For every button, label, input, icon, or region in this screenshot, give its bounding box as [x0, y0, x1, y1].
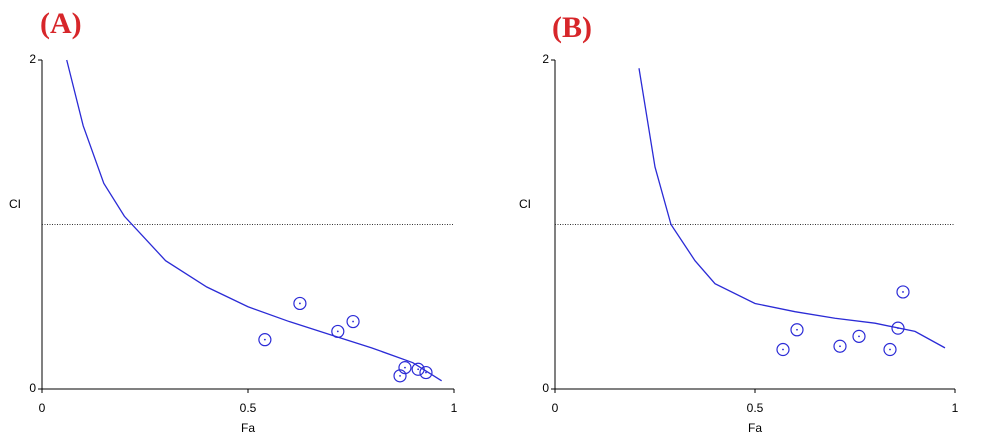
- y-tick-label: 0: [542, 381, 549, 395]
- panel-title: (A): [40, 7, 82, 40]
- data-point: [398, 361, 412, 375]
- point-dot: [352, 320, 354, 323]
- panel-title: (B): [552, 11, 592, 44]
- x-axis-label: Fa: [748, 421, 762, 435]
- data-point: [883, 342, 897, 357]
- point-dot: [425, 371, 427, 374]
- y-tick-label: 2: [542, 52, 549, 66]
- point-ring: [852, 329, 866, 343]
- point-ring: [790, 323, 804, 337]
- y-axis-label: CI: [519, 197, 531, 211]
- point-dot: [858, 335, 860, 338]
- point-dot: [399, 374, 401, 377]
- x-tick-label: 0: [552, 401, 559, 415]
- point-dot: [404, 366, 406, 369]
- point-dot: [336, 330, 339, 333]
- data-point: [293, 296, 307, 311]
- curve: [66, 59, 442, 382]
- data-point: [852, 329, 866, 343]
- point-ring: [419, 365, 433, 380]
- point-dot: [902, 291, 904, 293]
- point-dot: [417, 368, 420, 371]
- point-ring: [398, 361, 412, 375]
- point-ring: [293, 296, 307, 311]
- x-tick-label: 1: [952, 401, 959, 415]
- point-ring: [896, 285, 910, 299]
- data-point: [833, 339, 847, 353]
- point-dot: [299, 302, 301, 305]
- y-tick-label: 2: [29, 52, 36, 66]
- data-point: [896, 285, 910, 299]
- point-dot: [796, 328, 798, 331]
- curve: [638, 68, 946, 349]
- x-tick-label: 1: [451, 401, 458, 415]
- point-dot: [889, 348, 891, 351]
- x-tick-label: 0.5: [747, 401, 764, 415]
- x-axis-label: Fa: [241, 421, 255, 435]
- x-tick-label: 0: [39, 401, 46, 415]
- data-point: [419, 365, 433, 380]
- x-tick-label: 0.5: [240, 401, 257, 415]
- point-ring: [346, 314, 360, 329]
- point-dot: [839, 345, 841, 348]
- point-dot: [263, 338, 266, 341]
- point-ring: [891, 321, 905, 335]
- data-point: [258, 333, 272, 347]
- y-axis-label: CI: [9, 197, 21, 211]
- y-tick-label: 0: [29, 381, 36, 395]
- point-ring: [258, 333, 272, 347]
- point-ring: [883, 342, 897, 357]
- point-ring: [776, 342, 790, 357]
- point-ring: [833, 339, 847, 353]
- point-dot: [782, 348, 784, 351]
- data-point: [776, 342, 790, 357]
- data-point: [346, 314, 360, 329]
- data-point: [790, 323, 804, 337]
